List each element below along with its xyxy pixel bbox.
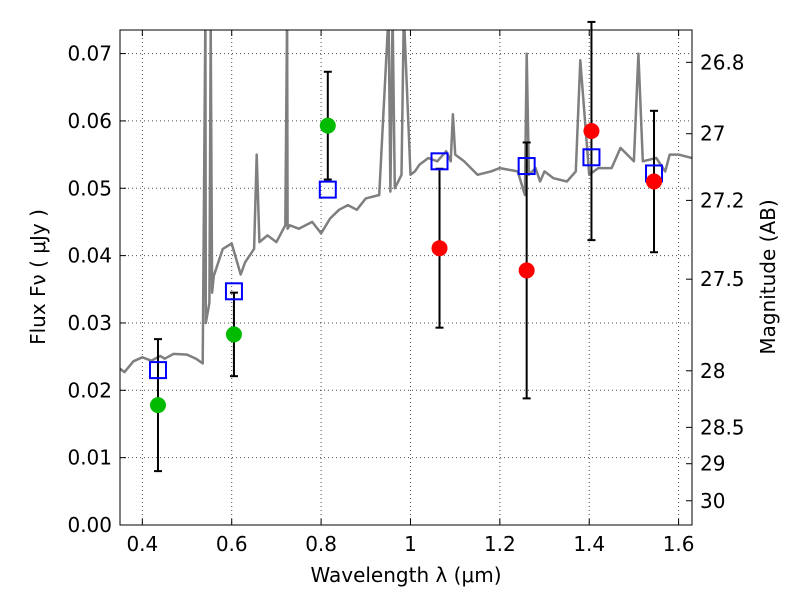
x-tick-label: 1.2: [484, 532, 516, 556]
model-flux-square: [430, 152, 449, 171]
right-tick-label: 28.5: [700, 415, 745, 439]
y-tick-label: 0.01: [67, 446, 112, 470]
flux-point: [149, 397, 166, 414]
y-tick-label: 0.00: [67, 513, 112, 537]
model-flux-square: [224, 282, 243, 301]
right-tick-label: 27.2: [700, 188, 745, 212]
y-tick-label: 0.03: [67, 311, 112, 335]
right-tick-label: 28: [700, 359, 725, 383]
model-flux-square: [582, 148, 601, 167]
right-tick-label: 27: [700, 122, 725, 146]
x-tick-label: 1.4: [573, 532, 605, 556]
flux-point: [431, 240, 448, 257]
right-tick-label: 27.5: [700, 267, 745, 291]
x-tick-label: 1.6: [663, 532, 695, 556]
flux-point: [583, 123, 600, 140]
x-tick-label: 0.4: [126, 532, 158, 556]
model-flux-square: [318, 180, 337, 199]
flux-point: [646, 173, 663, 190]
y-tick-label: 0.07: [67, 42, 112, 66]
model-flux-square: [517, 157, 536, 176]
plot-frame: [119, 29, 693, 526]
right-tick-label: 30: [700, 489, 725, 513]
right-tick-label: 29: [700, 452, 725, 476]
x-axis-label: Wavelength λ (μm): [310, 563, 501, 587]
right-tick-label: 26.8: [700, 50, 745, 74]
y-tick-label: 0.02: [67, 378, 112, 402]
spectrum-line: [120, 30, 692, 374]
flux-point: [319, 117, 336, 134]
x-tick-label: 0.6: [216, 532, 248, 556]
x-tick-label: 0.8: [305, 532, 337, 556]
y-tick-label: 0.06: [67, 109, 112, 133]
plot-background: [120, 30, 692, 525]
y-tick-label: 0.05: [67, 176, 112, 200]
x-tick-label: 1: [404, 532, 417, 556]
y-tick-label: 0.04: [67, 244, 112, 268]
model-flux-square: [148, 361, 167, 380]
axis-ticks: 0.4 0.6 0.8 1 1.2 1.4 1.6 0.00 0.01 0.02 0.03 0.04 0…: [67, 30, 745, 556]
flux-point: [518, 262, 535, 279]
markers: [148, 20, 664, 473]
y-axis-label: Flux Fν ( μJy ): [26, 209, 50, 345]
flux-point: [225, 326, 242, 343]
plot-area: [120, 30, 692, 374]
right-axis-label: Magnitude (AB): [756, 199, 780, 354]
